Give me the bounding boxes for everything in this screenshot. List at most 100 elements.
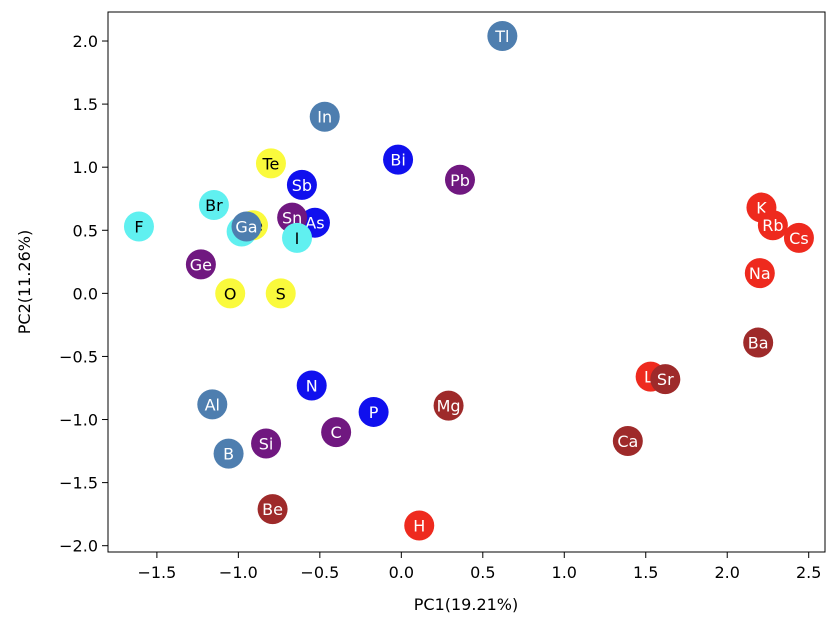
y-tick-label: −2.0 — [59, 537, 98, 556]
point-label: Ge — [190, 255, 212, 274]
point-marker — [282, 222, 313, 253]
point-marker — [255, 148, 286, 179]
point-marker — [743, 327, 774, 358]
data-point-ga: Ga — [231, 211, 262, 242]
data-point-pb: Pb — [444, 164, 475, 195]
x-tick-label: 0.0 — [389, 563, 414, 582]
point-marker — [309, 101, 340, 132]
data-point-in: In — [309, 101, 340, 132]
point-marker — [231, 211, 262, 242]
point-label: O — [224, 284, 237, 303]
plot-frame — [107, 11, 826, 553]
data-point-s: S — [265, 278, 296, 309]
point-label: Cs — [789, 229, 809, 248]
point-marker — [783, 222, 814, 253]
point-label: Mg — [437, 397, 461, 416]
data-point-br: Br — [198, 190, 229, 221]
point-marker — [383, 144, 414, 175]
point-label: C — [331, 423, 342, 442]
y-tick-label: 2.0 — [73, 32, 98, 51]
data-point-o: O — [215, 278, 246, 309]
points-layer: TlInAlBBiSbAsNPPbSnGeSiCTeSeOSFBrClIGaKR… — [123, 20, 814, 541]
point-marker — [286, 169, 317, 200]
x-tick-label: 0.5 — [470, 563, 495, 582]
data-point-sr: Sr — [650, 364, 681, 395]
data-point-ge: Ge — [185, 249, 216, 280]
x-axis: −1.5 −1.0 −0.5 0.0 0.5 1.0 1.5 2.0 2.5 — [137, 552, 821, 582]
point-marker — [185, 249, 216, 280]
point-label: B — [223, 445, 234, 464]
y-tick-label: −0.5 — [59, 347, 98, 366]
point-marker — [358, 396, 389, 427]
point-marker — [123, 211, 154, 242]
point-label: P — [369, 403, 379, 422]
point-label: Sb — [292, 176, 312, 195]
data-point-i: I — [282, 222, 313, 253]
data-point-si: Si — [251, 428, 282, 459]
x-tick-label: 2.5 — [796, 563, 821, 582]
point-label: Pb — [450, 171, 470, 190]
y-axis: −2.0 −1.5 −1.0 −0.5 0.0 0.5 1.0 1.5 2.0 — [59, 32, 108, 556]
y-tick-label: 1.5 — [73, 95, 98, 114]
point-label: Be — [262, 500, 283, 519]
point-marker — [744, 258, 775, 289]
data-point-al: Al — [197, 389, 228, 420]
point-marker — [321, 417, 352, 448]
point-label: Bi — [390, 151, 405, 170]
data-point-cs: Cs — [783, 222, 814, 253]
point-label: Rb — [762, 216, 783, 235]
x-axis-label: PC1(19.21%) — [414, 595, 519, 614]
point-label: Al — [205, 395, 220, 414]
point-label: Ca — [617, 432, 638, 451]
point-marker — [213, 438, 244, 469]
data-point-mg: Mg — [433, 390, 464, 421]
point-marker — [650, 364, 681, 395]
data-point-b: B — [213, 438, 244, 469]
data-point-ca: Ca — [612, 425, 643, 456]
point-label: Si — [259, 434, 274, 453]
x-tick-label: −1.5 — [137, 563, 176, 582]
data-point-rb: Rb — [757, 210, 788, 241]
point-marker — [757, 210, 788, 241]
point-marker — [404, 510, 435, 541]
point-marker — [612, 425, 643, 456]
point-label: Ba — [748, 334, 769, 353]
point-label: Br — [205, 196, 223, 215]
data-point-te: Te — [255, 148, 286, 179]
y-axis-label: PC2(11.26%) — [15, 230, 34, 335]
point-marker — [433, 390, 464, 421]
point-label: F — [134, 217, 143, 236]
data-point-c: C — [321, 417, 352, 448]
x-tick-label: 1.5 — [633, 563, 658, 582]
point-marker — [215, 278, 246, 309]
data-point-na: Na — [744, 258, 775, 289]
point-marker — [251, 428, 282, 459]
data-point-bi: Bi — [383, 144, 414, 175]
y-tick-label: −1.0 — [59, 411, 98, 430]
point-label: Ga — [235, 217, 257, 236]
point-label: K — [756, 199, 767, 218]
y-tick-label: 0.0 — [73, 284, 98, 303]
point-marker — [296, 370, 327, 401]
data-point-h: H — [404, 510, 435, 541]
point-label: Na — [749, 264, 771, 283]
point-marker — [197, 389, 228, 420]
point-label: In — [317, 108, 332, 127]
x-tick-label: 1.0 — [552, 563, 577, 582]
x-tick-label: −0.5 — [300, 563, 339, 582]
data-point-be: Be — [257, 494, 288, 525]
y-tick-label: −1.5 — [59, 474, 98, 493]
point-label: As — [305, 214, 324, 233]
data-point-ba: Ba — [743, 327, 774, 358]
point-label: S — [276, 284, 286, 303]
data-point-p: P — [358, 396, 389, 427]
point-label: N — [306, 376, 318, 395]
data-point-tl: Tl — [487, 20, 518, 51]
x-tick-label: −1.0 — [219, 563, 258, 582]
point-label: I — [295, 229, 300, 248]
point-label: Tl — [494, 27, 509, 46]
data-point-sb: Sb — [286, 169, 317, 200]
y-tick-label: 1.0 — [73, 158, 98, 177]
point-label: Sr — [657, 370, 674, 389]
